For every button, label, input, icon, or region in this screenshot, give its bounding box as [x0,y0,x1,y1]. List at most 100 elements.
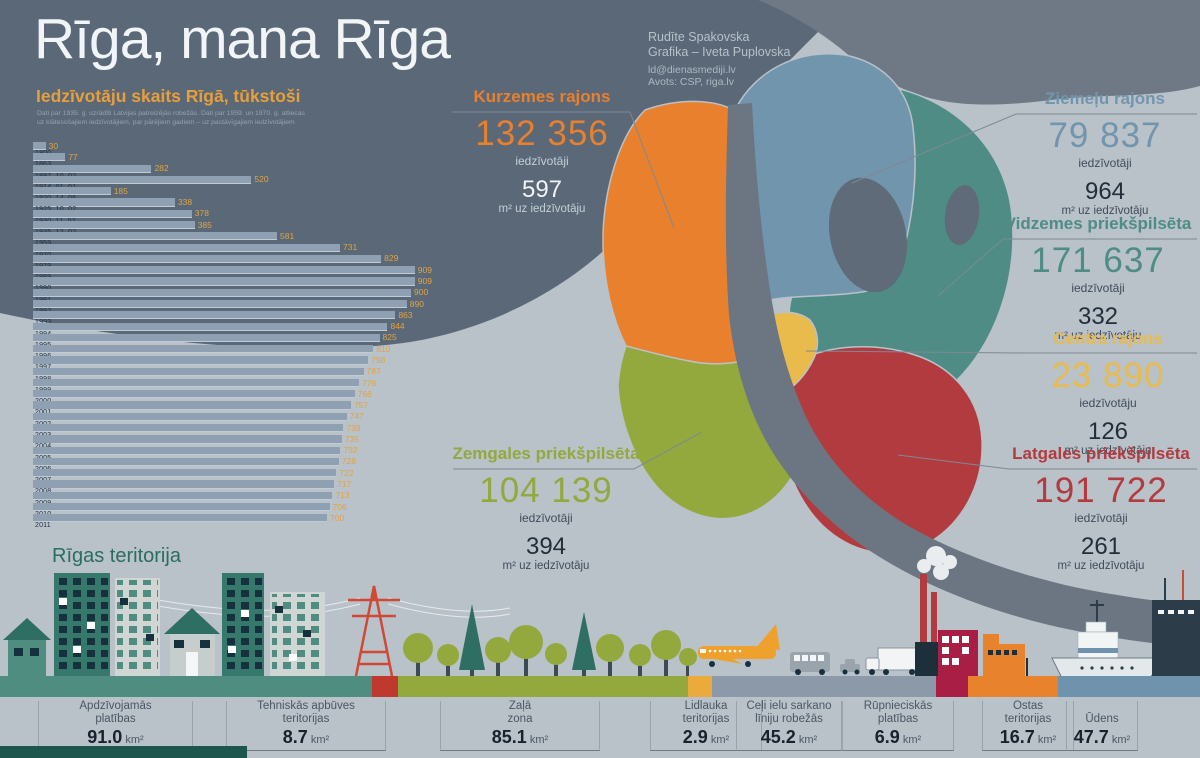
district-name: Ziemeļu rajons [1045,89,1165,108]
riga-map [602,53,1200,648]
chart-note: Dati par 1935. g. uzrādīti Latvijas patr… [37,110,305,127]
territory-value-row: 16.7 km² [1000,727,1056,748]
bar-value-label: 185 [113,185,128,196]
territory-label: platības [877,713,919,725]
bar-row: 1997798 [33,355,513,371]
territory-value-row: 6.9 km² [875,727,921,748]
bar: 1863 [33,153,66,168]
power-pylon-icon [348,585,400,677]
territory-value: 45.2 [760,727,796,747]
district-population: 191 722 [1034,471,1168,510]
bar-value-label: 77 [68,151,78,162]
territory-value-row: 2.9 km² [683,727,729,748]
territory-label: zona [507,713,533,725]
bar-value-label: 728 [341,456,356,467]
bar: 2002 [33,412,347,428]
bar-value-label: 717 [337,479,352,490]
bar: 1935. 12. 02. [33,220,195,236]
smoke-icon [917,546,957,580]
bar-value-label: 810 [376,343,391,354]
district-density: 261 [1080,533,1122,560]
district-density: 126 [1087,418,1129,445]
tree-icon [403,625,697,676]
house-icon [164,608,220,676]
bar: 1994 [33,322,388,338]
bar-value-label: 739 [346,422,361,433]
bar: 1997 [33,356,369,371]
city-illustration [3,546,1200,681]
bar-row: 2004735 [33,434,513,450]
territory-unit: km² [707,734,730,746]
bar-row: 1914. 01. 01.520 [33,175,513,191]
power-lines-icon [157,597,511,618]
bar-value-label: 909 [417,264,432,275]
bar: 2006 [33,457,339,473]
bar-value-label: 732 [343,445,358,456]
territory-unit: km² [122,734,144,746]
district-density-label: m² uz iedzīvotāju [502,560,590,572]
bar-row: 1920. 14. 06.185 [33,185,513,202]
territory-value: 47.7 [1073,727,1109,747]
district-density-label: m² uz iedzīvotāju [498,203,586,215]
apartment-tower-icon [270,592,325,676]
territory-unit: km² [795,734,818,746]
bar: 1991 [33,288,411,304]
bar-row: 2000766 [33,389,513,405]
district-population: 132 356 [475,114,609,153]
bar-row: 1992890 [33,299,513,315]
district-population-label: iedzīvotāji [519,511,573,525]
bar: 2008 [33,480,335,495]
lake-juglas [944,185,980,245]
bar: 1925. 10. 02. [33,198,175,213]
bar-value-label: 776 [361,377,377,388]
district-stat-block: Vidzemes priekšpilsēta 171 637 iedzīvotāji… [998,215,1198,343]
bar-row: 1925. 10. 02.338 [33,198,513,213]
bar-row: 2005732 [33,445,513,462]
territory-value: 2.9 [682,727,708,747]
territory-unit: km² [899,734,922,746]
bar-row: 180030 [33,141,513,157]
coastline-landmass [758,0,1200,105]
district-population-label: iedzīvotāji [1078,156,1132,170]
leader-lines [452,111,1197,470]
bar-row: 1998787 [33,367,513,383]
land-use-strip [0,676,1200,697]
bar-row: 1993863 [33,310,513,326]
bar-row: 1959581 [33,231,513,247]
credit-email: ld@dienasmediji.lv [648,64,736,76]
bar-value-label: 731 [343,242,358,253]
district-population-label: iedzīvotāji [1074,511,1128,525]
bar-row: 1999776 [33,377,513,394]
apartment-tower-icon [54,573,110,676]
district-density-label: m² uz iedzīvotāju [1064,445,1152,457]
bar: 2010 [33,503,330,518]
bar-value-label: 829 [384,253,399,264]
credit-author: Rudīte Spakovska [648,30,750,44]
bar: 1993 [33,311,396,326]
bar-value-label: 713 [335,490,350,501]
credits: Rudīte Spakovska Grafika – Iveta Puplovs… [648,30,790,88]
bar-row: 2010706 [33,502,513,518]
bar-row: 1991900 [33,288,513,304]
territory-label: Tehniskās apbūves [257,700,355,712]
bar-row: 1935. 12. 02.385 [33,220,513,236]
bar-row: 1994844 [33,322,513,338]
district-density: 332 [1077,303,1119,330]
chart-note-line: uz klātesošajiem iedzīvotājiem, par pārē… [37,118,295,126]
territory-value-row: 8.7 km² [283,727,329,748]
territory-unit: km² [526,734,549,746]
district-name: Zemgales priekšpilsēta [452,444,640,463]
bar-row: 1995825 [33,333,513,349]
bar: 1800 [33,142,51,157]
bar-row: 2001757 [33,401,513,416]
bar-row: 186377 [33,151,513,168]
bar-row: 1970731 [33,242,513,259]
bar: 1989 [33,266,415,281]
district-population: 79 837 [1048,116,1162,155]
bar-year-label: 2011 [35,522,51,530]
district-population-label: iedzīvotāju [1079,396,1137,410]
credit-source: Avots: CSP, riga.lv [648,76,734,88]
footer-bar [0,746,247,758]
district-stat-block: Ziemeļu rajons 79 837 iedzīvotāji 964 m² uz … [1012,90,1198,218]
